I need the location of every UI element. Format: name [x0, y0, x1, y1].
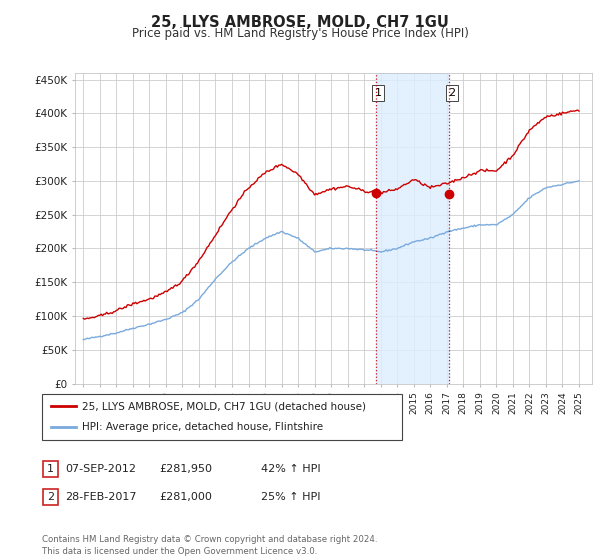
- Text: 2: 2: [448, 88, 455, 98]
- Text: 42% ↑ HPI: 42% ↑ HPI: [261, 464, 320, 474]
- Bar: [376, 73, 449, 384]
- FancyBboxPatch shape: [43, 461, 58, 477]
- Text: HPI: Average price, detached house, Flintshire: HPI: Average price, detached house, Flin…: [82, 422, 323, 432]
- Text: Contains HM Land Registry data © Crown copyright and database right 2024.
This d: Contains HM Land Registry data © Crown c…: [42, 535, 377, 556]
- Text: 28-FEB-2017: 28-FEB-2017: [65, 492, 136, 502]
- Text: Price paid vs. HM Land Registry's House Price Index (HPI): Price paid vs. HM Land Registry's House …: [131, 27, 469, 40]
- Text: 1: 1: [47, 464, 54, 474]
- Text: 1: 1: [374, 88, 382, 98]
- Text: 25% ↑ HPI: 25% ↑ HPI: [261, 492, 320, 502]
- Text: £281,000: £281,000: [159, 492, 212, 502]
- Text: 07-SEP-2012: 07-SEP-2012: [65, 464, 136, 474]
- FancyBboxPatch shape: [42, 394, 402, 440]
- Text: £281,950: £281,950: [159, 464, 212, 474]
- Text: 25, LLYS AMBROSE, MOLD, CH7 1GU: 25, LLYS AMBROSE, MOLD, CH7 1GU: [151, 15, 449, 30]
- Text: 2: 2: [47, 492, 54, 502]
- FancyBboxPatch shape: [43, 489, 58, 505]
- Text: 25, LLYS AMBROSE, MOLD, CH7 1GU (detached house): 25, LLYS AMBROSE, MOLD, CH7 1GU (detache…: [82, 401, 365, 411]
